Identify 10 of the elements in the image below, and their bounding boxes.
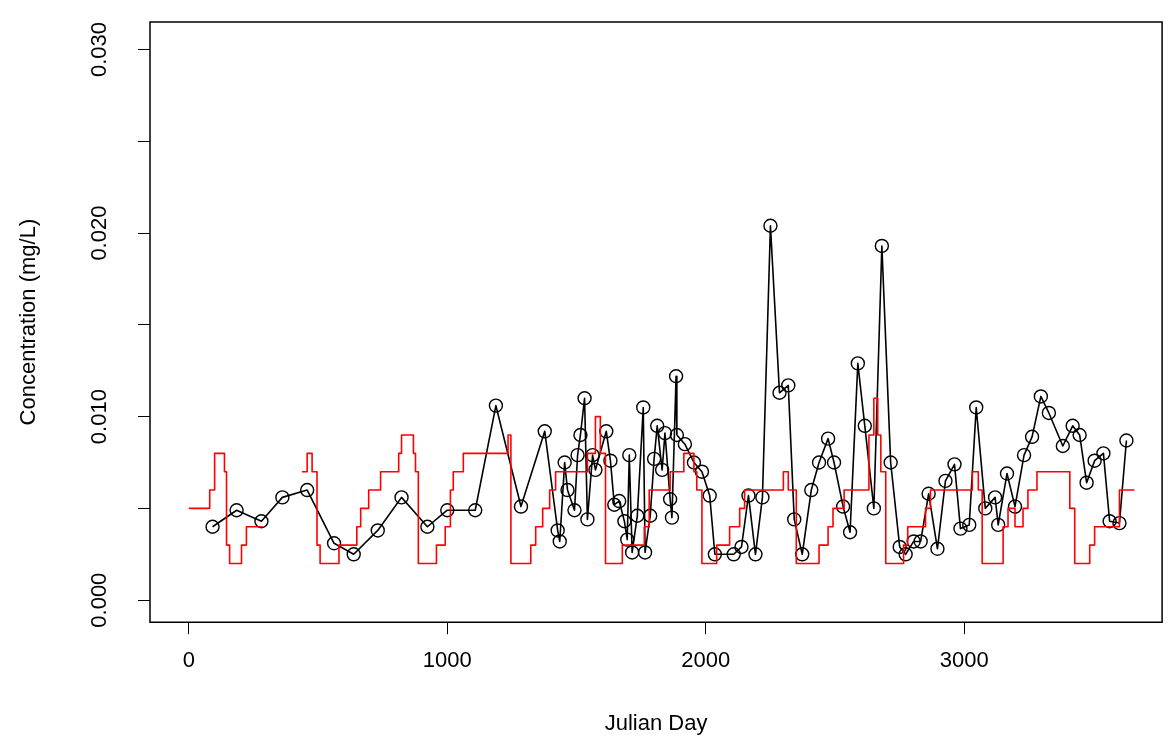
y-axis-title: Concentration (mg/L) xyxy=(15,218,41,426)
x-tick-label: 0 xyxy=(182,647,195,673)
x-tick-label: 3000 xyxy=(939,647,989,673)
x-axis-title: Julian Day xyxy=(604,709,708,735)
x-tick-label: 1000 xyxy=(422,647,472,673)
y-tick-label: 0.030 xyxy=(86,22,112,78)
x-tick-label: 2000 xyxy=(681,647,731,673)
y-tick-label: 0.010 xyxy=(86,389,112,445)
y-tick-label: 0.020 xyxy=(86,205,112,261)
y-tick-label: 0.000 xyxy=(86,572,112,628)
